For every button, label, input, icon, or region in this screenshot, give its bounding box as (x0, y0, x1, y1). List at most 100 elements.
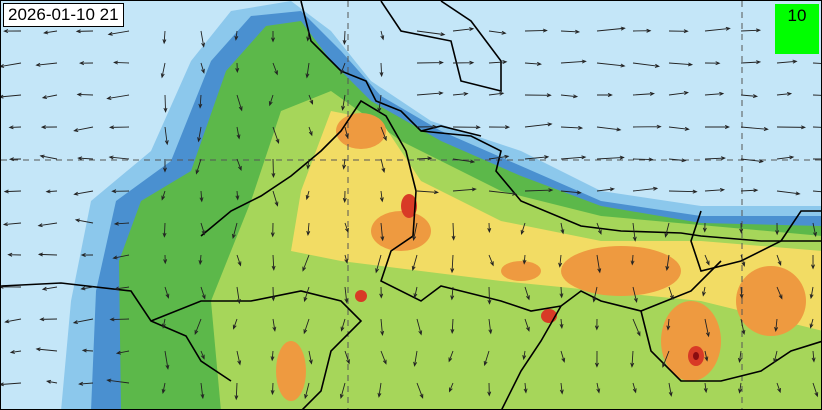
wind-arrow (559, 318, 564, 330)
wind-arrow (236, 254, 242, 267)
wind-arrow (79, 61, 94, 66)
wind-arrow (197, 126, 202, 143)
wind-arrow (559, 382, 564, 395)
wind-reference-box: 10 (775, 4, 819, 54)
wind-arrow (2, 222, 22, 227)
wind-arrow (236, 158, 242, 172)
wind-arrow (271, 158, 276, 179)
wind-arrow (811, 254, 815, 270)
wind-arrow (596, 254, 602, 274)
wind-arrow (596, 26, 626, 32)
state-border (200, 99, 722, 312)
wind-arrow (161, 318, 166, 329)
orange-hotspot (276, 341, 306, 401)
wind-arrow (112, 254, 130, 260)
wind-arrow (774, 318, 779, 333)
wind-arrow (232, 222, 238, 240)
wind-arrow (668, 126, 690, 131)
wind-arrow (412, 222, 418, 242)
wind-arrow (416, 60, 444, 65)
wind-arrow (812, 62, 821, 64)
wind-arrow (3, 189, 22, 194)
wind-arrow (632, 157, 654, 162)
wind-arrow (303, 286, 310, 303)
wind-arrow (75, 29, 94, 34)
orange-hotspot (371, 211, 431, 251)
wind-arrow (305, 190, 310, 201)
wind-arrow (776, 91, 793, 96)
wind-arrow (560, 125, 584, 130)
wind-arrow (704, 91, 725, 96)
wind-arrow (164, 350, 170, 370)
wind-arrow (163, 254, 168, 265)
wind-arrow (488, 60, 508, 64)
wind-arrow (41, 286, 58, 291)
wind-arrow (811, 350, 816, 363)
wind-arrow (740, 158, 764, 164)
wind-arrow (704, 318, 710, 338)
wind-arrow (9, 350, 22, 354)
wind-arrow (1, 382, 22, 387)
wind-arrow (39, 317, 58, 322)
wind-arrow (339, 382, 346, 400)
wind-arrow (43, 30, 58, 35)
wind-arrow (488, 318, 493, 335)
wind-arrow (632, 222, 637, 242)
wind-arrow (411, 254, 418, 272)
wind-arrow (523, 382, 528, 394)
wind-arrow (161, 190, 166, 201)
wind-arrow (812, 126, 821, 128)
wind-arrow (195, 158, 202, 175)
wind-arrow (702, 286, 706, 297)
wind-arrow (272, 318, 277, 332)
wind-arrow (560, 190, 582, 195)
wind-arrow (37, 252, 58, 257)
wind-arrow (413, 286, 418, 299)
wind-arrow (234, 30, 239, 41)
wind-arrow (668, 158, 687, 163)
wind-arrow (488, 254, 494, 267)
wind-arrow (630, 350, 635, 368)
wind-arrow (77, 156, 94, 161)
wind-arrow (488, 30, 507, 35)
wind-arrow (596, 222, 602, 235)
wind-arrow (199, 190, 204, 203)
wind-arrow (108, 125, 130, 130)
wind-arrow (271, 286, 276, 302)
wind-arrow (375, 254, 382, 274)
wind-arrow (773, 350, 778, 364)
wind-arrow (668, 29, 689, 34)
wind-arrow (200, 62, 205, 74)
wind-arrow (483, 350, 490, 367)
dark-red-hotspot (693, 352, 699, 360)
wind-arrow (380, 318, 385, 336)
wind-arrow (236, 94, 243, 112)
wind-arrow (665, 254, 670, 272)
wind-arrow (738, 382, 743, 394)
wind-arrow (487, 222, 492, 234)
wind-arrow (4, 318, 22, 324)
wind-arrow (740, 28, 762, 33)
wind-arrow (740, 188, 759, 193)
wind-arrow (596, 126, 622, 132)
wind-arrow (452, 187, 477, 192)
wind-arrow (236, 350, 242, 366)
wind-arrow (632, 62, 660, 68)
wind-arrow (111, 189, 130, 194)
wind-arrow (776, 59, 798, 64)
wind-arrow (232, 318, 238, 330)
wind-arrow (592, 286, 598, 303)
wind-arrow (302, 254, 310, 272)
wind-arrow (740, 126, 769, 131)
wind-arrow (704, 254, 710, 266)
wind-arrow (775, 222, 780, 236)
wind-arrow (560, 29, 581, 34)
wind-arrow (80, 253, 94, 257)
orange-hotspot (661, 301, 721, 381)
orange-hotspot (501, 261, 541, 281)
wind-arrow (379, 190, 384, 203)
wind-arrow (1, 284, 22, 289)
